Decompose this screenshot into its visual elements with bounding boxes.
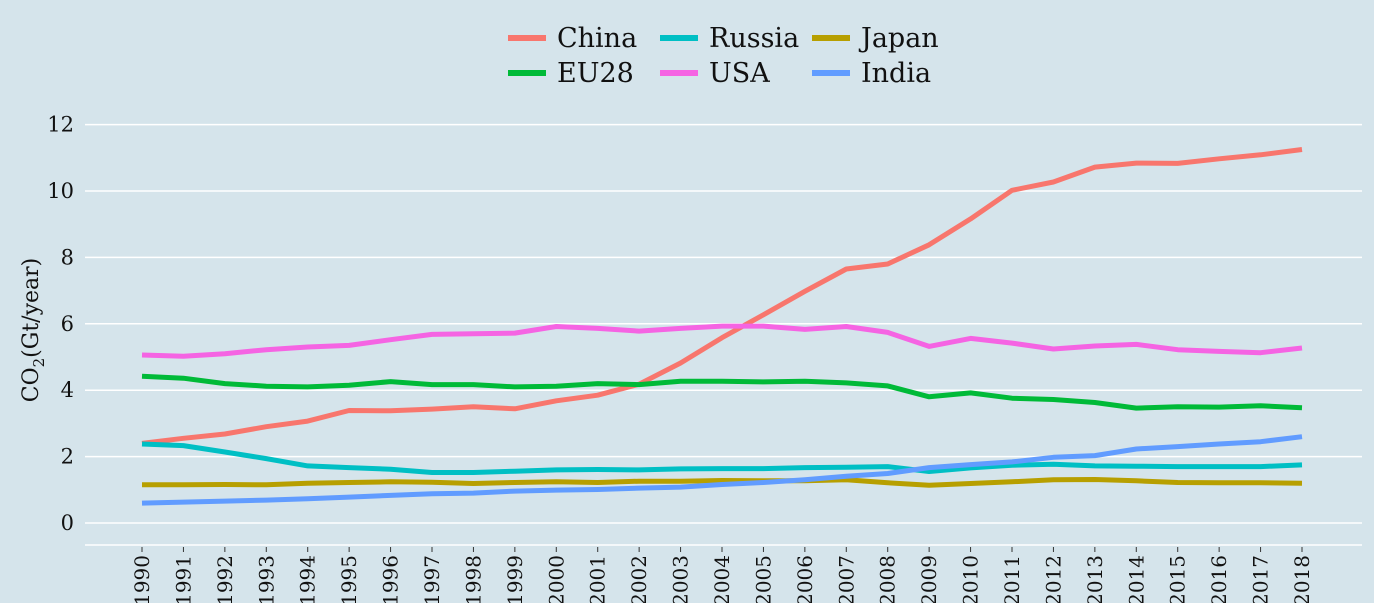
legend-label: China xyxy=(557,23,637,54)
y-axis-label: CO2(Gt/year) xyxy=(19,258,48,403)
series-line-eu28 xyxy=(141,373,1303,411)
x-tick-label: 2006 xyxy=(793,555,817,603)
y-tick-label: 8 xyxy=(61,245,74,269)
y-tick-label: 12 xyxy=(47,113,74,137)
x-tick-label: 2002 xyxy=(627,555,651,603)
y-axis-label-main: CO xyxy=(19,367,44,402)
x-tick-label: 1992 xyxy=(213,555,237,603)
legend-item-eu28: EU28 xyxy=(508,58,634,89)
x-tick-label: 1993 xyxy=(254,555,278,603)
x-tick-label: 1996 xyxy=(379,555,403,603)
x-tick-label: 1990 xyxy=(130,555,154,603)
x-tick-label: 2000 xyxy=(544,555,568,603)
y-tick-label: 4 xyxy=(61,378,74,402)
legend-label: Japan xyxy=(858,23,939,54)
x-tick-label: 1991 xyxy=(171,555,195,603)
y-axis-ticks: 0 2 4 6 8 10 12 xyxy=(47,113,74,535)
x-tick-label: 2012 xyxy=(1041,555,1065,603)
x-tick-label: 1994 xyxy=(296,555,320,603)
x-tick-label: 2008 xyxy=(876,555,900,603)
x-tick-label: 2017 xyxy=(1249,555,1273,603)
x-tick-label: 2001 xyxy=(586,555,610,603)
x-tick-label: 2016 xyxy=(1207,555,1231,603)
x-tick-label: 2014 xyxy=(1124,555,1148,603)
series-line-india xyxy=(141,434,1303,506)
legend-label: EU28 xyxy=(557,58,634,89)
series-line-japan xyxy=(142,477,1303,488)
legend-item-usa: USA xyxy=(660,58,770,89)
x-tick-label: 1998 xyxy=(461,555,485,603)
x-tick-label: 2009 xyxy=(917,555,941,603)
x-tick-label: 1997 xyxy=(420,555,444,603)
legend-item-india: India xyxy=(812,58,931,89)
legend-label: India xyxy=(861,58,931,89)
legend-item-china: China xyxy=(508,23,637,54)
y-tick-label: 10 xyxy=(47,179,74,203)
legend-label: Russia xyxy=(709,23,799,54)
series-line-usa xyxy=(141,323,1303,359)
y-tick-label: 0 xyxy=(61,511,74,535)
y-axis-label-subscript: 2 xyxy=(30,358,48,368)
x-tick-label: 2015 xyxy=(1166,555,1190,603)
legend: China Russia Japan EU28 USA India xyxy=(508,23,939,89)
legend-item-russia: Russia xyxy=(660,23,799,54)
legend-item-japan: Japan xyxy=(812,23,939,54)
x-tick-label: 2007 xyxy=(834,555,858,603)
y-tick-label: 2 xyxy=(61,445,74,469)
x-tick-label: 2010 xyxy=(959,555,983,603)
y-axis-label-unit: (Gt/year) xyxy=(19,258,44,358)
x-tick-label: 2005 xyxy=(751,555,775,603)
x-tick-label: 2013 xyxy=(1083,555,1107,603)
x-tick-label: 2003 xyxy=(669,555,693,603)
gridlines xyxy=(85,123,1362,546)
x-tick-label: 2018 xyxy=(1290,555,1314,603)
legend-label: USA xyxy=(709,58,770,89)
series-lines xyxy=(141,147,1303,506)
x-tick-label: 2011 xyxy=(1000,555,1024,603)
x-tick-label: 1995 xyxy=(337,555,361,603)
x-axis-ticks: 1990 1991 1992 1993 1994 1995 1996 1997 1998 1999… xyxy=(130,547,1314,603)
y-tick-label: 6 xyxy=(61,312,74,336)
series-line-china xyxy=(141,147,1303,446)
series-line-russia xyxy=(141,441,1303,475)
x-tick-label: 2004 xyxy=(710,555,734,603)
x-tick-label: 1999 xyxy=(503,555,527,603)
